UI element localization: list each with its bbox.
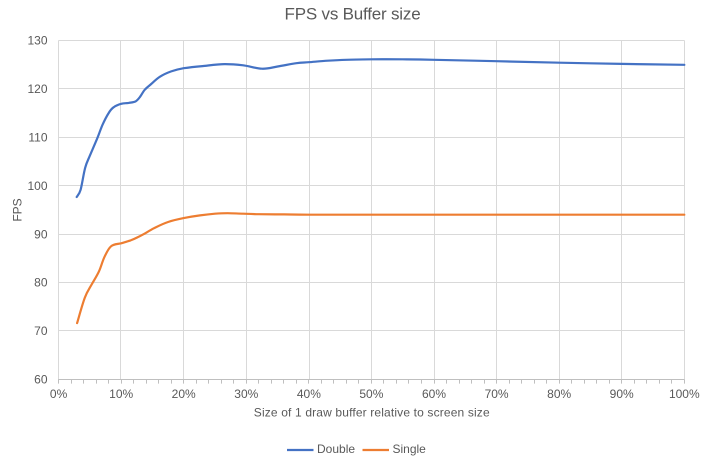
svg-text:60%: 60% <box>422 387 446 401</box>
svg-text:20%: 20% <box>172 387 196 401</box>
svg-text:120: 120 <box>27 82 47 96</box>
svg-text:10%: 10% <box>109 387 133 401</box>
svg-text:30%: 30% <box>234 387 258 401</box>
svg-text:100%: 100% <box>669 387 700 401</box>
svg-text:60: 60 <box>34 373 48 387</box>
svg-text:Double: Double <box>317 442 355 456</box>
svg-text:FPS vs Buffer size: FPS vs Buffer size <box>285 5 421 24</box>
svg-text:40%: 40% <box>297 387 321 401</box>
svg-text:70%: 70% <box>485 387 509 401</box>
svg-text:50%: 50% <box>359 387 383 401</box>
svg-text:Size of 1 draw buffer relative: Size of 1 draw buffer relative to screen… <box>254 406 490 420</box>
svg-text:90: 90 <box>34 227 48 241</box>
svg-text:FPS: FPS <box>11 198 25 221</box>
svg-text:110: 110 <box>28 130 47 144</box>
svg-text:Single: Single <box>393 442 427 456</box>
svg-text:130: 130 <box>27 34 47 48</box>
svg-text:0%: 0% <box>50 387 68 401</box>
svg-text:100: 100 <box>27 179 47 193</box>
svg-text:80: 80 <box>34 276 48 290</box>
svg-text:90%: 90% <box>610 387 634 401</box>
svg-text:80%: 80% <box>547 387 571 401</box>
svg-text:70: 70 <box>34 324 48 338</box>
